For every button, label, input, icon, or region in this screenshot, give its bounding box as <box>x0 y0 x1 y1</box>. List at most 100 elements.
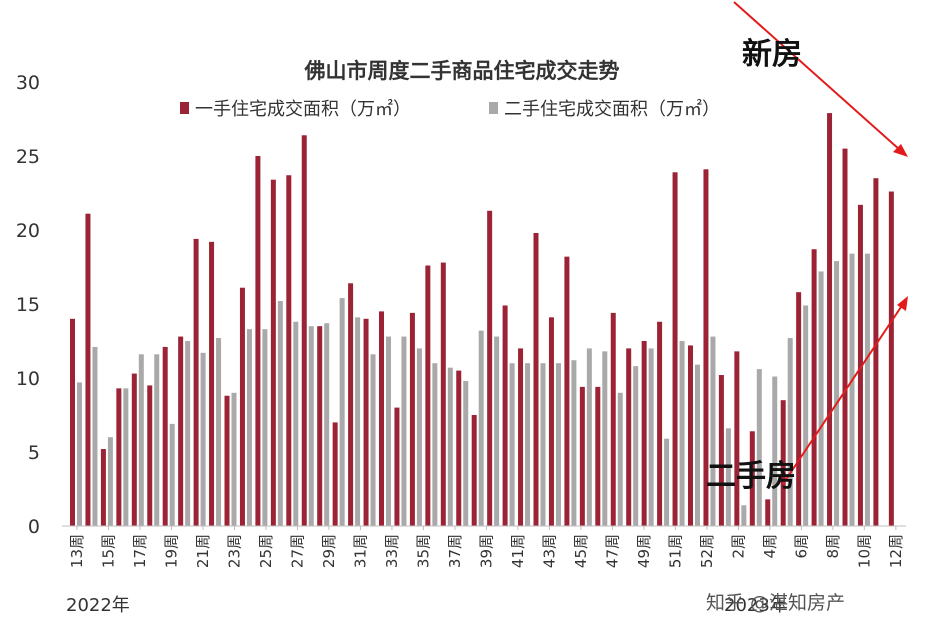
bar-second-home <box>664 438 670 526</box>
x-tick-label: 2周 <box>729 534 747 559</box>
arrow-second-home-head <box>897 296 908 311</box>
bar-second-home <box>834 261 840 526</box>
bar-new-home <box>178 336 184 526</box>
bar-new-home <box>626 348 632 526</box>
legend: 一手住宅成交面积（万㎡） 二手住宅成交面积（万㎡） <box>180 98 720 120</box>
bar-second-home <box>509 363 515 526</box>
x-tick-label: 29周 <box>320 534 338 568</box>
bar-new-home <box>193 238 199 526</box>
y-axis: 0 5 10 15 20 25 30 <box>16 72 40 538</box>
bar-second-home <box>154 354 160 526</box>
bar-second-home <box>463 380 469 526</box>
bar-new-home <box>286 175 292 527</box>
bar-new-home <box>301 135 307 526</box>
x-tick-label: 39周 <box>477 534 495 568</box>
bar-second-home <box>246 329 252 526</box>
x-tick-label: 23周 <box>225 534 243 568</box>
bar-new-home <box>749 431 755 526</box>
annotation-second-home: 二手房 <box>706 296 908 494</box>
bar-new-home <box>224 395 230 526</box>
bar-second-home <box>602 351 608 526</box>
bar-second-home <box>818 271 824 526</box>
x-tick-label: 13周 <box>68 534 86 568</box>
arrow-new-home-line <box>733 1 901 151</box>
bar-new-home <box>595 386 601 526</box>
bar-second-home <box>262 329 268 526</box>
bar-second-home <box>92 346 98 526</box>
bar-new-home <box>162 346 168 526</box>
bar-second-home <box>741 505 747 526</box>
bar-new-home <box>456 370 462 526</box>
bar-new-home <box>317 326 323 526</box>
x-tick-label: 25周 <box>257 534 275 568</box>
x-tick-label: 41周 <box>509 534 527 568</box>
bar-second-home <box>77 382 82 526</box>
chart-title: 佛山市周度二手商品住宅成交走势 <box>304 59 620 83</box>
bar-second-home <box>787 338 793 526</box>
bar-second-home <box>525 363 531 526</box>
x-tick-label: 12周 <box>887 534 905 568</box>
x-tick-label: 43周 <box>540 534 558 568</box>
x-tick-label: 49周 <box>635 534 653 568</box>
bar-new-home <box>116 388 122 526</box>
bar-second-home <box>138 354 144 526</box>
bar-second-home <box>355 317 361 526</box>
bar-second-home <box>648 348 654 526</box>
bar-new-home <box>796 292 802 526</box>
bar-second-home <box>633 366 639 526</box>
legend-swatch-new <box>180 102 189 114</box>
x-tick-label: 21周 <box>194 534 212 568</box>
year-label-2022: 2022年 <box>66 595 130 616</box>
legend-swatch-second <box>489 102 498 114</box>
y-tick-label: 25 <box>16 146 40 168</box>
bar-second-home <box>308 326 314 526</box>
x-tick-label: 35周 <box>414 534 432 568</box>
bar-second-home <box>803 305 809 526</box>
bar-second-home <box>277 301 283 526</box>
arrow-second-home-line <box>782 303 904 485</box>
bar-new-home <box>579 386 585 526</box>
bar-new-home <box>471 415 477 526</box>
bar-second-home <box>478 330 484 526</box>
bar-new-home <box>85 213 91 526</box>
bar-new-home <box>827 113 833 526</box>
bar-new-home <box>487 210 493 526</box>
bar-new-home <box>379 311 384 526</box>
x-tick-label: 45周 <box>572 534 590 568</box>
bar-new-home <box>239 287 245 526</box>
x-tick-label: 33周 <box>383 534 401 568</box>
bar-second-home <box>123 388 129 526</box>
bar-new-home <box>857 204 863 526</box>
x-tick-label: 31周 <box>351 534 369 568</box>
bar-second-home <box>231 392 237 526</box>
x-tick-label: 37周 <box>446 534 464 568</box>
legend-label-new: 一手住宅成交面积（万㎡） <box>195 98 411 120</box>
bar-new-home <box>734 351 740 526</box>
bar-second-home <box>107 437 113 526</box>
bar-new-home <box>888 191 894 526</box>
bar-second-home <box>169 423 175 526</box>
bars <box>70 113 894 527</box>
bar-new-home <box>657 321 663 526</box>
bar-new-home <box>409 312 415 526</box>
bar-new-home <box>270 179 276 526</box>
bar-new-home <box>548 317 554 526</box>
bar-second-home <box>401 336 407 526</box>
bar-second-home <box>447 367 453 526</box>
bar-second-home <box>293 321 299 526</box>
bar-second-home <box>432 363 438 526</box>
bar-new-home <box>765 499 771 526</box>
bar-new-home <box>363 318 369 526</box>
bar-second-home <box>416 348 422 526</box>
bar-second-home <box>710 336 716 526</box>
bar-new-home <box>518 348 524 526</box>
bar-second-home <box>571 360 577 526</box>
y-tick-label: 0 <box>28 516 40 538</box>
year-label-2023: 2023年 <box>724 595 788 616</box>
y-tick-label: 5 <box>28 442 40 464</box>
bar-second-home <box>185 341 191 526</box>
bar-new-home <box>780 400 786 526</box>
x-tick-label: 51周 <box>666 534 684 568</box>
bar-new-home <box>131 373 137 526</box>
